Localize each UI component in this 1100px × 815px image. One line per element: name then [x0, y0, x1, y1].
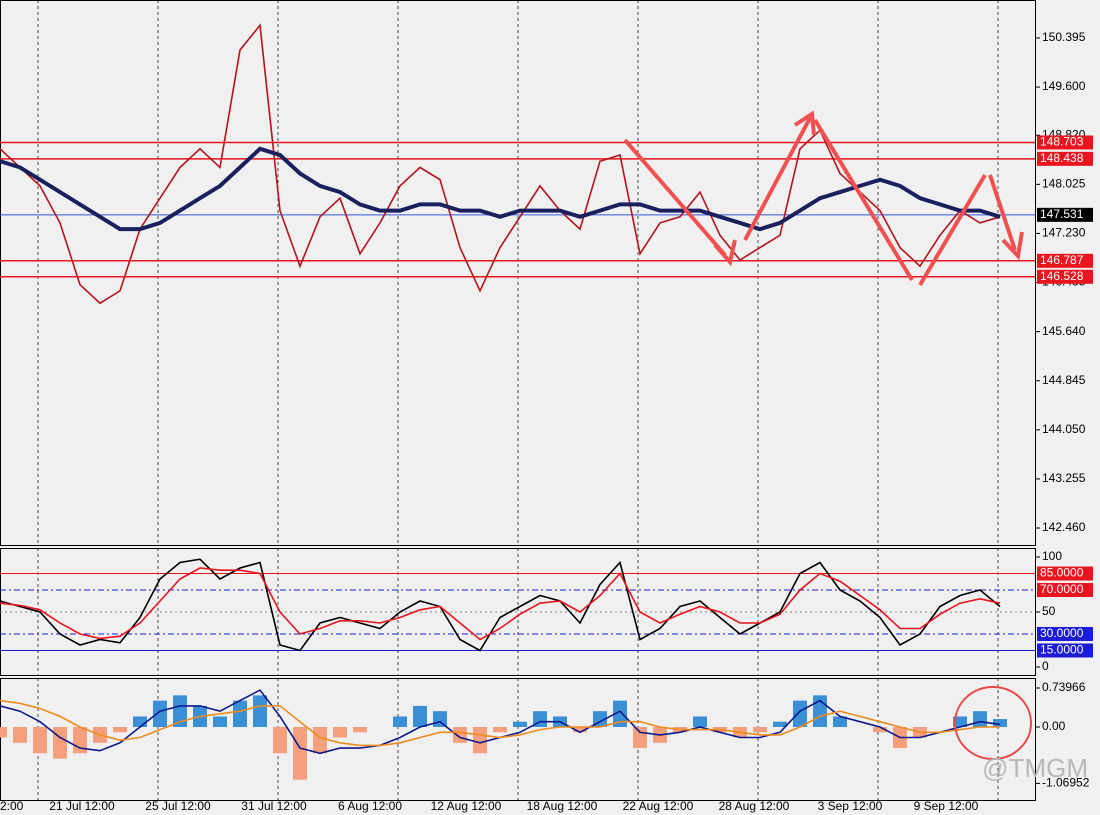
- histogram-bar: [753, 726, 767, 733]
- y-tick-label: 144.845: [1042, 373, 1086, 387]
- level-tag: [1037, 253, 1093, 268]
- histogram-bar: [273, 726, 287, 754]
- x-tick-label: 18 Aug 12:00: [527, 799, 598, 813]
- arrow: [743, 117, 812, 241]
- series-line: [0, 699, 1000, 747]
- histogram-bar: [133, 716, 147, 727]
- histogram-bar: [973, 711, 987, 727]
- highlight-circle: [954, 686, 1032, 760]
- x-tick-label: 28 Aug 12:00: [719, 799, 790, 813]
- x-tick-label: 2:00: [0, 799, 24, 813]
- level-label: 147.531: [1040, 207, 1084, 221]
- histogram-bar: [993, 719, 1007, 727]
- histogram-bar: [293, 726, 307, 780]
- histogram-bar: [233, 700, 247, 727]
- level-tag: [1037, 207, 1093, 222]
- y-tick-label: 149.600: [1042, 79, 1086, 93]
- histogram-bar: [513, 721, 527, 727]
- x-tick-label: 9 Sep 12:00: [914, 799, 979, 813]
- histogram-bar: [353, 726, 367, 733]
- y-tick-label: 143.255: [1042, 471, 1086, 485]
- y-tick-label: 144.050: [1042, 422, 1086, 436]
- level-label: 148.703: [1040, 135, 1084, 149]
- arrow: [918, 173, 987, 287]
- level-tag: [1037, 135, 1093, 150]
- arrow: [1001, 231, 1024, 261]
- level-tag: [1037, 151, 1093, 166]
- arrow: [713, 239, 737, 267]
- arrow: [623, 138, 727, 257]
- histogram-bar: [33, 726, 47, 754]
- series-line: [0, 23, 1001, 305]
- series-line: [0, 146, 1001, 232]
- level-label: 148.438: [1040, 151, 1084, 165]
- y-tick-label: 0.73966: [1042, 680, 1086, 694]
- x-tick-label: 12 Aug 12:00: [431, 799, 502, 813]
- arrow: [988, 174, 1017, 251]
- level-label: 15.0000: [1040, 643, 1084, 657]
- level-label: 70.0000: [1040, 582, 1084, 596]
- x-tick-label: 3 Sep 12:00: [818, 799, 883, 813]
- histogram-bar: [573, 726, 587, 733]
- x-tick-label: 21 Jul 12:00: [49, 799, 115, 813]
- x-tick-label: 31 Jul 12:00: [241, 799, 307, 813]
- histogram-bar: [213, 716, 227, 727]
- histogram-bar: [393, 716, 407, 727]
- y-tick-label: 142.460: [1042, 520, 1086, 534]
- x-tick-label: 22 Aug 12:00: [623, 799, 694, 813]
- histogram-bar: [313, 726, 327, 754]
- histogram-bar: [793, 700, 807, 727]
- level-tag: [1037, 566, 1093, 581]
- watermark: @TMGM: [982, 753, 1088, 783]
- level-tag: [1037, 626, 1093, 641]
- annotations: [623, 110, 1024, 287]
- y-tick-label: 50: [1042, 604, 1056, 618]
- arrow: [793, 110, 816, 136]
- histogram-bar: [53, 726, 67, 759]
- histogram-bar: [453, 726, 467, 743]
- histogram-bar: [693, 716, 707, 727]
- level-tag: [1037, 583, 1093, 598]
- y-tick-label: 147.230: [1042, 226, 1086, 240]
- y-tick-label: 0: [1042, 659, 1049, 673]
- histogram-bar: [153, 700, 167, 727]
- y-tick-label: 148.025: [1042, 177, 1086, 191]
- histogram-bar: [493, 726, 507, 733]
- y-tick-label: 100: [1042, 549, 1062, 563]
- histogram-bar: [413, 705, 427, 727]
- arrow: [813, 118, 914, 282]
- histogram-bar: [473, 726, 487, 754]
- histogram-bar: [173, 695, 187, 727]
- histogram-bar: [0, 726, 7, 738]
- histogram-bar: [633, 726, 647, 749]
- y-tick-label: -1.06952: [1042, 776, 1090, 790]
- level-tag: [1037, 269, 1093, 284]
- x-tick-label: 6 Aug 12:00: [338, 799, 402, 813]
- histogram-bar: [613, 700, 627, 727]
- series-line: [0, 558, 1001, 652]
- level-label: 146.528: [1040, 269, 1084, 283]
- series-line: [0, 567, 1001, 641]
- series-line: [0, 689, 1001, 755]
- histogram-bar: [773, 721, 787, 727]
- histogram-bar: [953, 716, 967, 727]
- histogram-bar: [113, 726, 127, 733]
- level-tag: [1037, 643, 1093, 658]
- histogram-bar: [333, 726, 347, 738]
- level-label: 30.0000: [1040, 626, 1084, 640]
- y-tick-label: 150.395: [1042, 30, 1086, 44]
- level-label: 146.787: [1040, 253, 1084, 267]
- y-tick-label: 145.640: [1042, 324, 1086, 338]
- histogram-bar: [833, 716, 847, 727]
- histogram-bar: [873, 726, 887, 733]
- histogram-bar: [13, 726, 27, 743]
- y-tick-label: 0.00: [1042, 719, 1066, 733]
- level-label: 85.0000: [1040, 566, 1084, 580]
- histogram-bar: [253, 695, 267, 727]
- x-tick-label: 25 Jul 12:00: [145, 799, 211, 813]
